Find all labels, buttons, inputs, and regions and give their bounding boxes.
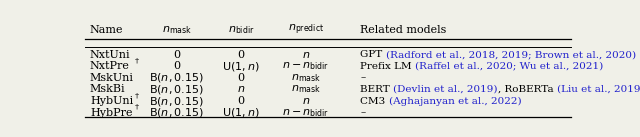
- Text: $n$: $n$: [301, 50, 310, 60]
- Text: , RoBERTa: , RoBERTa: [498, 85, 557, 94]
- Text: 0: 0: [173, 50, 180, 60]
- Text: $n_{\mathrm{predict}}$: $n_{\mathrm{predict}}$: [287, 22, 324, 37]
- Text: $\mathrm{U}(1, n)$: $\mathrm{U}(1, n)$: [222, 106, 260, 119]
- Text: †: †: [135, 57, 139, 65]
- Text: $\mathrm{B}(n, 0.15)$: $\mathrm{B}(n, 0.15)$: [149, 106, 204, 119]
- Text: Related models: Related models: [360, 25, 447, 35]
- Text: $\mathrm{B}(n, 0.15)$: $\mathrm{B}(n, 0.15)$: [149, 83, 204, 96]
- Text: (Radford et al., 2018, 2019; Brown et al., 2020): (Radford et al., 2018, 2019; Brown et al…: [386, 50, 636, 59]
- Text: †: †: [135, 91, 139, 99]
- Text: MskBi: MskBi: [90, 84, 125, 94]
- Text: $n_{\mathrm{mask}}$: $n_{\mathrm{mask}}$: [291, 84, 321, 95]
- Text: –: –: [360, 73, 365, 82]
- Text: $n$: $n$: [237, 84, 245, 94]
- Text: $n_{\mathrm{bidir}}$: $n_{\mathrm{bidir}}$: [228, 24, 255, 35]
- Text: HybPre: HybPre: [90, 108, 132, 118]
- Text: GPT: GPT: [360, 50, 386, 59]
- Text: 0: 0: [237, 96, 244, 106]
- Text: 0: 0: [173, 61, 180, 71]
- Text: –: –: [360, 108, 365, 117]
- Text: (Raffel et al., 2020; Wu et al., 2021): (Raffel et al., 2020; Wu et al., 2021): [415, 62, 604, 71]
- Text: 0: 0: [237, 50, 244, 60]
- Text: CM3: CM3: [360, 97, 388, 105]
- Text: $\mathrm{U}(1, n)$: $\mathrm{U}(1, n)$: [222, 60, 260, 73]
- Text: $n - n_{\mathrm{bidir}}$: $n - n_{\mathrm{bidir}}$: [282, 107, 330, 119]
- Text: $n_{\mathrm{mask}}$: $n_{\mathrm{mask}}$: [291, 72, 321, 84]
- Text: (Liu et al., 2019): (Liu et al., 2019): [557, 85, 640, 94]
- Text: $n - n_{\mathrm{bidir}}$: $n - n_{\mathrm{bidir}}$: [282, 60, 330, 72]
- Text: Prefix LM: Prefix LM: [360, 62, 415, 71]
- Text: NxtUni: NxtUni: [90, 50, 131, 60]
- Text: (Aghajanyan et al., 2022): (Aghajanyan et al., 2022): [388, 96, 522, 106]
- Text: HybUni: HybUni: [90, 96, 133, 106]
- Text: MskUni: MskUni: [90, 73, 134, 83]
- Text: $n$: $n$: [301, 96, 310, 106]
- Text: $\mathrm{B}(n, 0.15)$: $\mathrm{B}(n, 0.15)$: [149, 71, 204, 84]
- Text: BERT: BERT: [360, 85, 393, 94]
- Text: Name: Name: [90, 25, 124, 35]
- Text: $\mathrm{B}(n, 0.15)$: $\mathrm{B}(n, 0.15)$: [149, 95, 204, 108]
- Text: $n_{\mathrm{mask}}$: $n_{\mathrm{mask}}$: [162, 24, 192, 35]
- Text: 0: 0: [237, 73, 244, 83]
- Text: †: †: [135, 103, 139, 111]
- Text: NxtPre: NxtPre: [90, 61, 130, 71]
- Text: (Devlin et al., 2019): (Devlin et al., 2019): [393, 85, 498, 94]
